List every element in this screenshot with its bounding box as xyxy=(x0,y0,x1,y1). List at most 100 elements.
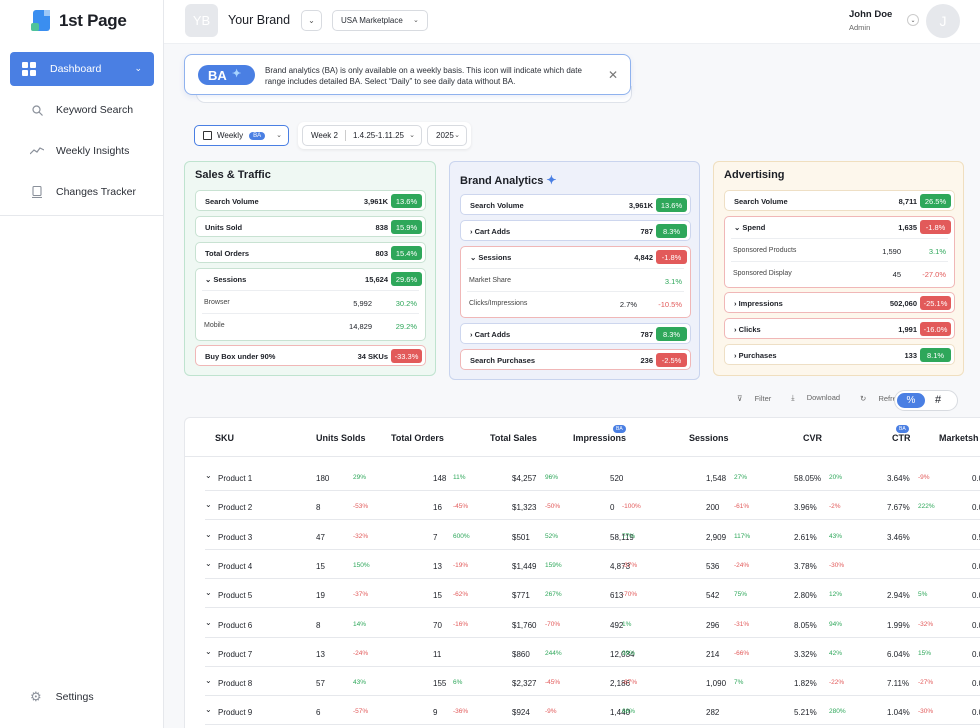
value-mode-toggle: % # xyxy=(894,390,958,411)
chevron-down-icon[interactable]: ⌄ xyxy=(205,471,212,480)
chevron-down-icon[interactable]: ⌄ xyxy=(205,646,212,656)
column-header-marketshare[interactable]: Marketsh xyxy=(939,433,979,443)
metric-row[interactable]: › Clicks 1,991 -16.0% xyxy=(724,318,955,339)
metric-row[interactable]: › Impressions 502,060 -25.1% xyxy=(724,292,955,313)
value-cell: 200 xyxy=(706,503,720,513)
download-icon: ⤓ xyxy=(791,393,795,402)
week-select[interactable]: Week 2 1.4.25-1.11.25 ⌄ xyxy=(302,125,422,146)
trend-icon xyxy=(30,144,44,158)
close-icon[interactable]: ✕ xyxy=(608,68,619,82)
period-select[interactable]: Weekly BA ⌄ xyxy=(194,125,289,146)
metric-label: Search Volume xyxy=(734,197,788,206)
metric-row[interactable]: › Purchases 133 8.1% xyxy=(724,344,955,365)
column-header-orders[interactable]: Total Orders xyxy=(391,433,444,443)
change-cell: 27% xyxy=(734,474,748,481)
value-cell: 0.0 xyxy=(972,708,980,718)
metric-value: 787 xyxy=(640,227,653,236)
chevron-down-icon[interactable]: ⌄ xyxy=(205,500,212,510)
value-cell: 70 xyxy=(433,620,442,630)
logo[interactable]: 1st Page xyxy=(31,10,127,32)
column-header-ctr[interactable]: CTR xyxy=(892,433,911,443)
value-cell: 2,186 xyxy=(610,679,631,689)
change-badge: 8.1% xyxy=(920,348,951,362)
column-header-cvr[interactable]: CVR xyxy=(803,433,823,443)
value-cell: $4,257 xyxy=(512,474,537,483)
spend-toggle[interactable]: ⌄ Spend 1,635 -1.8% xyxy=(725,217,954,238)
value-cell: $771 xyxy=(512,591,530,601)
table-row[interactable]: ⌄ Product 5 19 -37% 15 -62% $771 267% 613 -70% 542… xyxy=(205,579,980,609)
sparkle-icon: ✦ xyxy=(232,68,242,80)
refresh-label: Refresh xyxy=(878,393,905,403)
avatar[interactable]: J xyxy=(926,4,960,38)
change-cell: -30% xyxy=(829,561,845,569)
refresh-button[interactable]: ↻ Refresh xyxy=(860,394,915,403)
table-row[interactable]: ⌄ Product 9 6 -57% 9 -36% $924 -9% 1,440 66% 282 5.… xyxy=(205,696,980,726)
sessions-toggle[interactable]: ⌄ Sessions 4,842 -1.8% xyxy=(461,247,690,268)
chevron-down-icon[interactable]: ⌄ xyxy=(205,705,212,715)
value-cell: 282 xyxy=(706,708,720,718)
metric-label: › Cart Adds xyxy=(470,330,511,339)
sub-metric-value: 5,992 xyxy=(353,299,372,308)
column-header-sku[interactable]: SKU xyxy=(215,433,235,443)
table-row[interactable]: ⌄ Product 6 8 14% 70 -16% $1,760 -70% 492 1% 296 -3… xyxy=(205,609,980,638)
table-row[interactable]: ⌄ Product 3 47 -32% 7 600% $501 52% 58,119 77% 2,9… xyxy=(205,521,980,550)
change-badge: 15.4% xyxy=(391,246,422,260)
sidebar-item-keyword-search[interactable]: Keyword Search xyxy=(10,93,154,127)
column-header-sales[interactable]: Total Sales xyxy=(490,433,537,443)
change-badge: -1.8% xyxy=(920,220,951,234)
table-row[interactable]: ⌄ Product 4 15 150% 13 -19% $1,449 159% 4,873 -37… xyxy=(205,550,980,579)
brand-analytics-card: Brand Analytics ✦ Search Volume 3,961K 13.… xyxy=(449,161,700,380)
change-cell: -24% xyxy=(353,649,369,657)
chevron-down-icon[interactable]: ⌄ xyxy=(205,558,212,568)
sessions-toggle[interactable]: ⌄ Sessions 15,624 29.6% xyxy=(196,269,425,290)
column-header-impressions[interactable]: Impressions xyxy=(573,433,627,443)
chevron-down-icon[interactable]: ⌄ xyxy=(205,676,212,686)
chevron-down-icon[interactable]: ⌄ xyxy=(205,588,212,598)
metric-row[interactable]: Buy Box under 90% 34 SKUs -33.3% xyxy=(195,345,426,366)
number-toggle[interactable]: # xyxy=(935,394,942,406)
chevron-down-icon[interactable]: ⌄ xyxy=(205,617,212,627)
sub-metric-value: 45 xyxy=(892,270,901,279)
value-cell: 1,440 xyxy=(610,708,631,718)
column-header-sessions[interactable]: Sessions xyxy=(689,433,729,443)
metric-row[interactable]: Total Orders 803 15.4% xyxy=(195,242,426,263)
sidebar-item-dashboard[interactable]: Dashboard ⌄ xyxy=(10,52,154,86)
sub-metric-row: Clicks/Impressions 2.7% -10.5% xyxy=(467,291,684,314)
value-cell: 19 xyxy=(316,591,325,601)
metric-row[interactable]: Search Volume 3,961K 13.6% xyxy=(460,194,691,215)
chevron-down-icon: ⌄ xyxy=(308,16,315,25)
metric-row[interactable]: Search Volume 3,961K 13.6% xyxy=(195,190,426,211)
percent-toggle[interactable]: % xyxy=(897,393,925,408)
table-row[interactable]: ⌄ Product 8 57 43% 155 6% $2,327 -45% 2,186 -67% 1… xyxy=(205,667,980,697)
metric-row[interactable]: › Cart Adds 787 8.3% xyxy=(460,323,691,344)
change-cell: 52% xyxy=(545,532,559,540)
chevron-down-icon[interactable]: ⌄ xyxy=(205,529,212,539)
metric-row[interactable]: Units Sold 838 15.9% xyxy=(195,216,426,237)
brand-avatar[interactable]: YB xyxy=(185,4,218,37)
settings-label: Settings xyxy=(55,691,94,703)
sidebar-item-settings[interactable]: ⚙ Settings xyxy=(30,689,94,705)
download-button[interactable]: ⤓ Download xyxy=(791,393,850,403)
table-row[interactable]: ⌄ Product 1 180 29% 148 11% $4,257 96% 520 1,548 2… xyxy=(205,462,980,491)
metric-label: Search Volume xyxy=(470,201,524,210)
sidebar-item-changes-tracker[interactable]: Changes Tracker xyxy=(10,175,154,209)
metric-row[interactable]: Search Purchases 236 -2.5% xyxy=(460,349,691,370)
value-cell: 47 xyxy=(316,532,325,542)
marketplace-select[interactable]: USA Marketplace ⌄ xyxy=(332,10,428,31)
column-header-units[interactable]: Units Solds xyxy=(316,433,366,443)
banner-text: Brand analytics (BA) is only available o… xyxy=(265,66,582,86)
card-title: Advertising xyxy=(724,169,785,181)
user-menu-button[interactable]: ⌄ xyxy=(907,14,919,26)
metric-row[interactable]: Search Volume 8,711 26.5% xyxy=(724,190,955,211)
value-cell: $1,449 xyxy=(512,561,537,571)
date-range-label: 1.4.25-1.11.25 xyxy=(352,131,404,140)
table-row[interactable]: ⌄ Product 2 8 -53% 16 -45% $1,323 -50% 0 -100% 200… xyxy=(205,491,980,521)
sidebar-item-weekly-insights[interactable]: Weekly Insights xyxy=(10,134,154,168)
filter-button[interactable]: ⊽ Filter xyxy=(737,394,781,403)
year-select[interactable]: 2025 ⌄ xyxy=(427,125,467,146)
metric-value: 3,961K xyxy=(363,197,388,206)
ba-badge: BA xyxy=(613,425,626,433)
metric-row[interactable]: › Cart Adds 787 8.3% xyxy=(460,220,691,241)
table-row[interactable]: ⌄ Product 7 13 -24% 11 $860 244% 12,034 99% 214 -6… xyxy=(205,638,980,667)
brand-dropdown-button[interactable]: ⌄ xyxy=(301,10,322,31)
